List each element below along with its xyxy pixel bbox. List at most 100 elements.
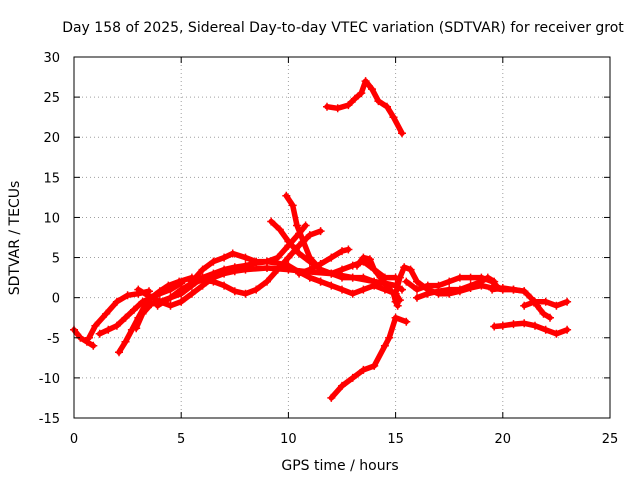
data-point [284, 237, 293, 246]
data-point [241, 289, 250, 298]
y-tick-label: 10 [43, 211, 60, 226]
data-point [455, 285, 464, 294]
data-point [563, 297, 572, 306]
data-point [402, 277, 411, 286]
data-point [370, 265, 379, 274]
data-point [445, 285, 454, 294]
data-point [295, 249, 304, 258]
data-point [338, 285, 346, 294]
series-sat-r [413, 273, 499, 302]
data-point [389, 113, 398, 122]
data-point [374, 97, 383, 106]
data-point [398, 129, 406, 138]
y-tick-label: 20 [43, 131, 60, 146]
x-tick-label: 5 [177, 432, 185, 447]
data-point [376, 273, 385, 282]
data-point [413, 285, 421, 294]
series-sat-u [490, 319, 572, 338]
series-sat-n [323, 77, 406, 138]
data-point [85, 333, 93, 342]
data-point [383, 102, 391, 111]
data-point [273, 253, 282, 262]
data-point [498, 284, 507, 292]
series-sat-t [520, 297, 572, 310]
data-point [230, 267, 239, 276]
data-point [187, 277, 196, 286]
x-tick-label: 15 [387, 432, 404, 447]
grid [74, 57, 610, 418]
data-point [263, 257, 271, 266]
data-point [230, 287, 239, 296]
series-line [71, 327, 97, 349]
data-point [490, 277, 499, 286]
data-point [316, 227, 325, 236]
series-line [96, 280, 184, 337]
data-point [370, 281, 379, 290]
data-point [198, 265, 207, 274]
data-point [228, 249, 237, 258]
data-point [305, 231, 314, 240]
data-point [121, 313, 130, 322]
chart-title: Day 158 of 2025, Sidereal Day-to-day VTE… [62, 20, 624, 36]
data-point [385, 333, 394, 342]
data-point [123, 291, 132, 300]
y-tick-label: -5 [47, 332, 60, 347]
data-point [145, 292, 153, 301]
data-point [166, 301, 175, 310]
data-point [400, 263, 409, 272]
data-point [338, 273, 346, 282]
x-tick-label: 10 [280, 432, 297, 447]
data-point [209, 257, 218, 266]
data-point [359, 273, 368, 282]
data-point [102, 309, 111, 318]
data-point [552, 329, 561, 338]
data-point [365, 255, 374, 264]
data-point [293, 221, 301, 230]
data-point [305, 265, 314, 274]
data-point [338, 265, 346, 274]
data-point [402, 317, 411, 326]
data-point [490, 322, 499, 331]
data-point [531, 297, 539, 306]
data-point [445, 277, 454, 286]
data-point [252, 285, 261, 294]
data-point [104, 325, 113, 334]
data-point [187, 289, 196, 298]
x-tick-label: 25 [602, 432, 619, 447]
data-point [348, 373, 357, 382]
y-tick-label: -15 [39, 412, 60, 427]
data-point [370, 361, 379, 370]
data-point [348, 289, 357, 298]
data-point [380, 341, 389, 350]
data-point [353, 261, 361, 270]
data-point [299, 237, 308, 246]
data-point [338, 247, 346, 256]
series-line [116, 274, 195, 355]
data-point [164, 281, 173, 290]
y-tick-label: 30 [43, 51, 60, 66]
data-point [350, 94, 359, 103]
x-axis-label: GPS time / hours [281, 458, 398, 474]
data-point [220, 281, 229, 290]
data-point [391, 313, 400, 322]
data-point [327, 281, 336, 290]
y-tick-label: 25 [43, 91, 60, 106]
data-point [348, 273, 357, 282]
y-tick-label: 5 [52, 252, 60, 267]
data-point [423, 289, 432, 298]
data-point [147, 300, 156, 309]
data-point [327, 393, 336, 402]
series-sat-o [327, 313, 411, 402]
data-point [323, 102, 331, 111]
data-point [520, 287, 529, 296]
data-point [344, 245, 353, 254]
data-point [275, 225, 284, 234]
data-point [301, 221, 310, 230]
series-line [283, 193, 399, 281]
data-point [95, 329, 104, 338]
y-tick-label: 15 [43, 171, 60, 186]
data-point [209, 277, 218, 286]
data-point [134, 285, 143, 294]
data-point [541, 297, 550, 306]
